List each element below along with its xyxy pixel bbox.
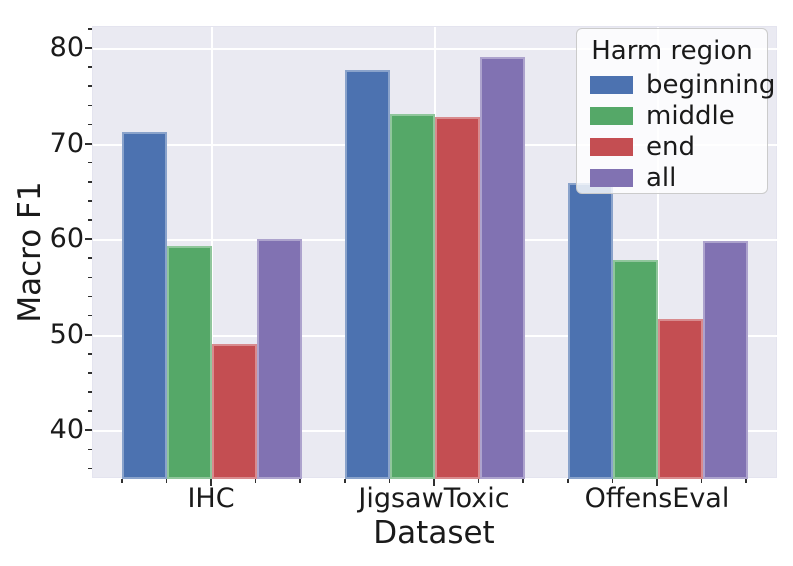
y-minor-tick — [88, 85, 92, 87]
legend-rows: beginning middle end all — [577, 69, 775, 193]
x-minor-tick — [745, 479, 747, 483]
x-tick-label-IHC: IHC — [187, 483, 235, 514]
legend-item-middle: middle — [577, 100, 767, 131]
x-minor-tick — [165, 479, 168, 483]
y-minor-tick — [88, 66, 92, 68]
legend-title: Harm region — [591, 36, 753, 66]
legend-item-beginning: beginning — [577, 69, 775, 100]
y-tick-label-40: 40 — [49, 414, 84, 446]
x-minor-tick — [611, 479, 614, 483]
x-major-tick — [433, 479, 435, 486]
x-minor-tick — [299, 479, 301, 483]
x-tick-label-OffensEval: OffensEval — [584, 483, 730, 514]
bar-JigsawToxic-middle — [390, 113, 435, 479]
bar-JigsawToxic-beginning — [345, 70, 390, 479]
bar-OffensEval-beginning — [568, 182, 613, 479]
y-minor-tick — [88, 181, 92, 183]
y-major-tick — [85, 333, 92, 336]
y-minor-tick — [88, 161, 92, 164]
bar-OffensEval-all — [703, 241, 748, 479]
legend-label-all: all — [646, 162, 677, 193]
y-major-tick — [85, 46, 92, 49]
legend: Harm region beginning middle end all — [576, 28, 775, 194]
x-minor-tick — [522, 479, 524, 483]
y-minor-tick — [88, 200, 92, 202]
x-minor-tick — [344, 479, 346, 483]
x-minor-tick — [388, 479, 391, 483]
y-minor-tick — [88, 353, 92, 355]
x-major-tick — [210, 479, 212, 486]
legend-swatch-beginning — [590, 75, 633, 94]
y-minor-tick — [88, 372, 92, 374]
y-tick-label-80: 80 — [49, 31, 84, 63]
y-minor-tick — [88, 219, 92, 221]
y-tick-label-50: 50 — [49, 318, 84, 350]
bar-JigsawToxic-end — [435, 116, 480, 479]
y-axis-label: Macro F1 — [12, 181, 48, 323]
legend-label-end: end — [646, 131, 695, 162]
y-minor-tick — [88, 391, 92, 393]
legend-label-middle: middle — [646, 100, 735, 131]
y-minor-tick — [88, 276, 92, 279]
y-minor-tick — [88, 257, 92, 259]
y-minor-tick — [88, 314, 92, 317]
y-minor-tick — [88, 467, 92, 470]
y-major-tick — [85, 238, 92, 241]
bar-IHC-beginning — [122, 132, 167, 479]
x-axis-label: Dataset — [373, 515, 495, 551]
y-tick-label-70: 70 — [49, 127, 84, 159]
bar-IHC-end — [212, 344, 257, 479]
y-minor-tick — [88, 123, 92, 126]
legend-item-all: all — [577, 162, 767, 193]
x-minor-tick — [700, 479, 703, 483]
bar-IHC-middle — [167, 245, 212, 479]
gridline-x-OffensEval — [657, 27, 659, 479]
legend-item-end: end — [577, 131, 767, 162]
x-minor-tick — [121, 479, 123, 483]
y-minor-tick — [88, 104, 92, 107]
y-major-tick — [85, 429, 92, 432]
y-minor-tick — [88, 410, 92, 412]
x-minor-tick — [477, 479, 480, 483]
bar-OffensEval-middle — [613, 260, 658, 479]
gridline-x-IHC — [211, 27, 213, 479]
y-minor-tick — [88, 448, 92, 451]
y-minor-tick — [88, 295, 92, 298]
y-tick-label-60: 60 — [49, 223, 84, 255]
x-minor-tick — [254, 479, 257, 483]
x-minor-tick — [567, 479, 569, 483]
x-tick-label-JigsawToxic: JigsawToxic — [358, 483, 510, 514]
x-major-tick — [656, 479, 658, 486]
bar-IHC-all — [257, 239, 302, 479]
legend-swatch-all — [590, 168, 633, 187]
y-major-tick — [85, 142, 92, 145]
legend-swatch-middle — [590, 106, 633, 125]
legend-swatch-end — [590, 137, 633, 156]
bar-JigsawToxic-all — [480, 56, 525, 479]
y-minor-tick — [88, 28, 92, 30]
bar-OffensEval-end — [658, 319, 703, 479]
legend-label-beginning: beginning — [646, 69, 776, 100]
